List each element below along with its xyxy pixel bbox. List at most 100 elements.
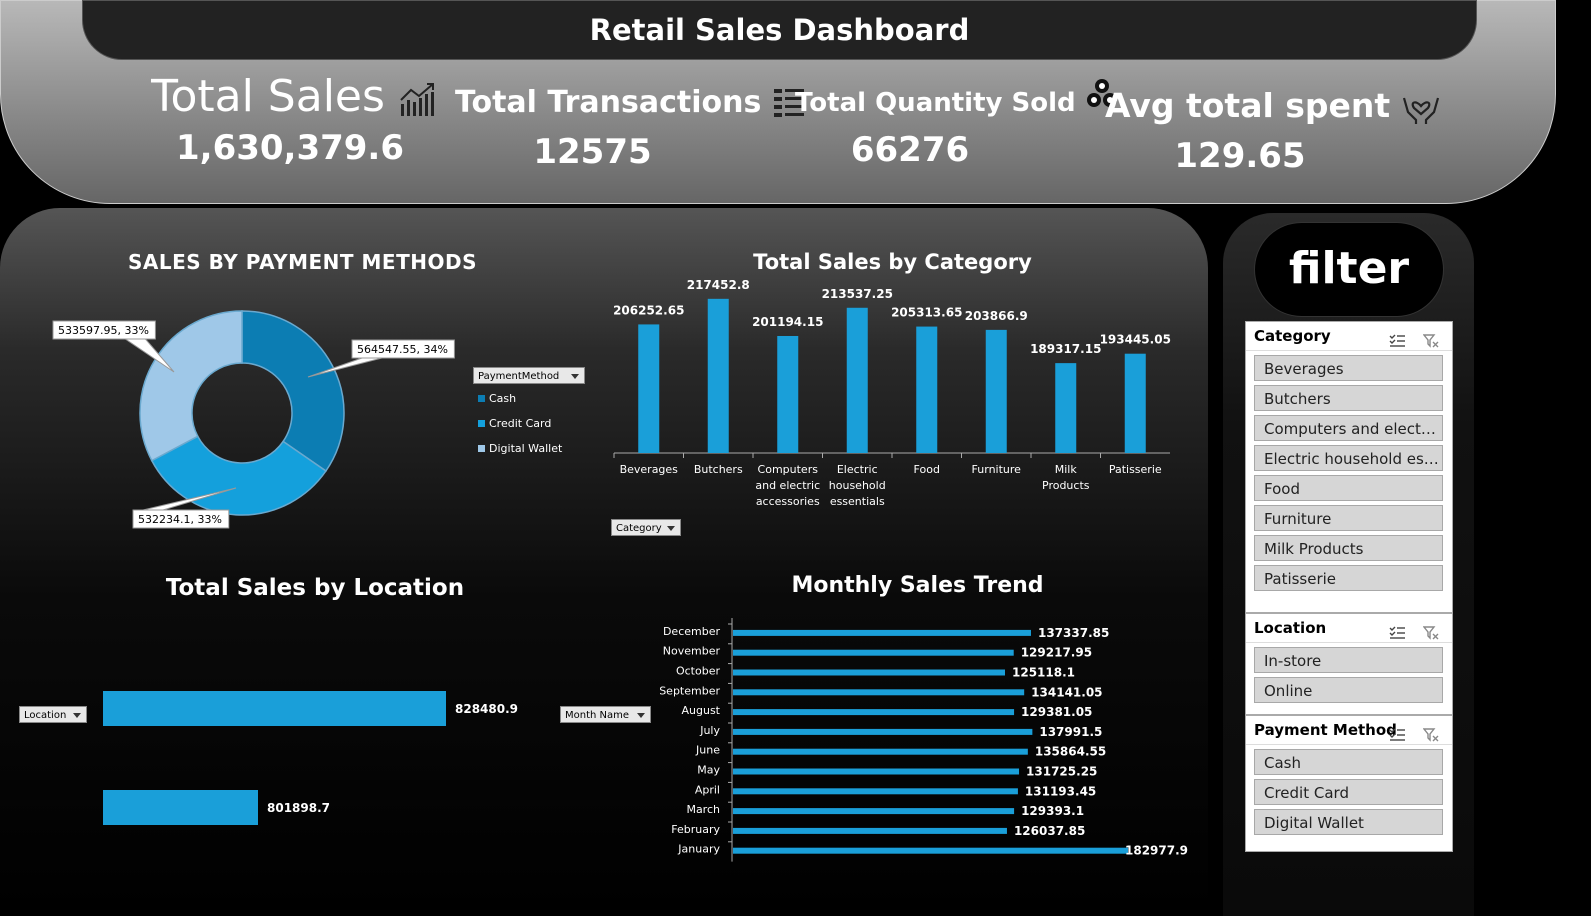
monthly-value-label: 131725.25 — [1026, 765, 1097, 779]
category-tick-label: Patisserie — [1109, 463, 1162, 476]
slicer-payment-title: Payment Method — [1254, 721, 1397, 739]
monthly-bar — [733, 827, 1007, 834]
category-bar — [985, 329, 1007, 453]
legend-label-digital-wallet: Digital Wallet — [489, 442, 563, 455]
category-value-label: 201194.15 — [752, 315, 823, 329]
monthly-bar — [733, 669, 1005, 676]
slicer-item-digital-wallet[interactable]: Digital Wallet — [1254, 809, 1443, 835]
kpi-total-transactions-label: Total Transactions — [455, 85, 762, 120]
monthly-value-label: 129217.95 — [1021, 646, 1092, 660]
slicer-item-furniture[interactable]: Furniture — [1254, 505, 1443, 531]
multi-select-icon[interactable] — [1389, 621, 1405, 649]
legend-entry-credit-card: Credit Card — [478, 417, 562, 442]
slicer-item-milk-products[interactable]: Milk Products — [1254, 535, 1443, 561]
monthly-tick-label: August — [682, 704, 721, 717]
category-tick-label: Computers and electric accessories — [755, 463, 820, 508]
payment-donut-chart: 564547.55, 34% 532234.1, 33% 533597.95, 33… — [52, 310, 455, 529]
monthly-tick-label: March — [686, 803, 720, 816]
slicer-item-computers[interactable]: Computers and electri... — [1254, 415, 1443, 441]
slicer-payment-header: Payment Method — [1246, 716, 1452, 745]
slicer-location-title: Location — [1254, 619, 1327, 637]
location-field-button[interactable]: Location — [19, 706, 87, 723]
category-bar-chart: 206252.65 Beverages 217452.8 Butchers 201194… — [613, 280, 1171, 508]
monthly-bar — [733, 808, 1015, 815]
monthly-tick-label: June — [695, 744, 720, 757]
slicer-item-electric-household[interactable]: Electric household ess... — [1254, 445, 1443, 471]
monthly-value-label: 137991.5 — [1039, 725, 1102, 739]
monthly-bar — [733, 629, 1031, 636]
category-value-label: 213537.25 — [822, 287, 893, 301]
location-chart-title: Total Sales by Location — [165, 575, 465, 601]
location-bar — [103, 790, 258, 825]
monthly-value-label: 129381.05 — [1021, 705, 1092, 719]
slicer-item-patisserie[interactable]: Patisserie — [1254, 565, 1443, 591]
category-value-label: 203866.9 — [965, 309, 1028, 323]
payment-chart-title: SALES BY PAYMENT METHODS — [128, 250, 477, 274]
monthly-tick-label: May — [697, 764, 720, 777]
legend-entry-cash: Cash — [478, 392, 562, 417]
data-label-credit-card: 532234.1, 33% — [138, 513, 222, 526]
category-bar — [1055, 363, 1077, 453]
monthly-bar — [733, 689, 1025, 696]
kpi-total-sales: Total Sales 1,630,379.6 — [150, 70, 440, 168]
kpi-avg-spent-value: 129.65 — [1174, 136, 1306, 176]
category-tick-label: Beverages — [620, 463, 679, 476]
category-field-button[interactable]: Category — [611, 519, 681, 536]
slicer-category-header: Category — [1246, 322, 1452, 351]
monthly-value-label: 137337.85 — [1038, 626, 1109, 640]
kpi-total-transactions: Total Transactions 12575 — [455, 80, 804, 172]
category-field-label: Category — [616, 523, 662, 534]
clear-filter-icon[interactable] — [1422, 329, 1439, 357]
multi-select-icon[interactable] — [1389, 329, 1405, 357]
slicer-item-online[interactable]: Online — [1254, 677, 1443, 703]
location-field-label: Location — [24, 710, 67, 721]
monthly-tick-label: September — [659, 684, 720, 697]
chevron-down-icon — [73, 713, 81, 718]
month-field-label: Month Name — [565, 710, 630, 721]
category-bar — [638, 324, 660, 453]
payment-legend: Cash Credit Card Digital Wallet — [478, 392, 562, 467]
dashboard-title: Retail Sales Dashboard — [82, 0, 1477, 60]
legend-label-cash: Cash — [489, 392, 517, 405]
filter-title: filter — [1254, 222, 1444, 317]
slicer-item-beverages[interactable]: Beverages — [1254, 355, 1443, 381]
payment-method-field-button[interactable]: PaymentMethod — [473, 367, 585, 384]
monthly-bar — [733, 728, 1033, 735]
slicer-item-food[interactable]: Food — [1254, 475, 1443, 501]
monthly-chart-title: Monthly Sales Trend — [791, 573, 1044, 598]
category-bar — [777, 335, 799, 453]
data-label-digital-wallet: 533597.95, 33% — [58, 324, 149, 337]
monthly-value-label: 129393.1 — [1021, 804, 1084, 818]
clear-filter-icon[interactable] — [1422, 723, 1439, 751]
callout-box-credit-card — [132, 509, 230, 529]
monthly-tick-label: November — [663, 645, 721, 658]
category-tick-label: Butchers — [694, 463, 743, 476]
category-bar — [1124, 353, 1146, 453]
category-bar — [707, 298, 729, 453]
data-label-cash: 564547.55, 34% — [357, 343, 448, 356]
chart-trend-icon — [400, 83, 434, 116]
monthly-value-label: 131193.45 — [1025, 784, 1096, 798]
location-bar-chart: 828480.9 801898.7 — [103, 691, 518, 825]
slicer-item-butchers[interactable]: Butchers — [1254, 385, 1443, 411]
location-value-label: 828480.9 — [455, 702, 518, 716]
slicer-category: Category Beverages Butchers Computers an… — [1245, 321, 1453, 613]
monthly-tick-label: January — [677, 843, 720, 856]
month-field-button[interactable]: Month Name — [560, 706, 651, 723]
slicer-item-cash[interactable]: Cash — [1254, 749, 1443, 775]
slicer-item-in-store[interactable]: In-store — [1254, 647, 1443, 673]
slicer-item-credit-card[interactable]: Credit Card — [1254, 779, 1443, 805]
category-value-label: 193445.05 — [1100, 333, 1171, 347]
location-bar — [103, 691, 446, 726]
monthly-bar — [733, 768, 1020, 775]
slicer-location: Location In-store Online — [1245, 613, 1453, 715]
monthly-value-label: 125118.1 — [1012, 666, 1075, 680]
monthly-tick-label: February — [671, 823, 720, 836]
monthly-value-label: 126037.85 — [1014, 824, 1085, 838]
clear-filter-icon[interactable] — [1422, 621, 1439, 649]
donut-slice-credit-card — [150, 435, 327, 516]
multi-select-icon[interactable] — [1389, 723, 1405, 751]
category-tick-label: Furniture — [972, 463, 1022, 476]
category-tick-label: Milk Products — [1042, 463, 1090, 492]
monthly-value-label: 182977.9 — [1125, 844, 1188, 858]
